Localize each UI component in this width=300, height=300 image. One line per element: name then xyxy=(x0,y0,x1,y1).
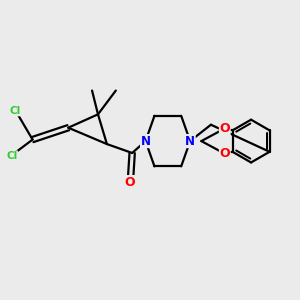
Text: N: N xyxy=(185,135,195,148)
Text: O: O xyxy=(124,176,134,189)
Text: Cl: Cl xyxy=(9,106,20,116)
Text: O: O xyxy=(220,122,230,135)
Text: Cl: Cl xyxy=(6,151,17,161)
Text: N: N xyxy=(140,135,151,148)
Text: O: O xyxy=(220,147,230,160)
